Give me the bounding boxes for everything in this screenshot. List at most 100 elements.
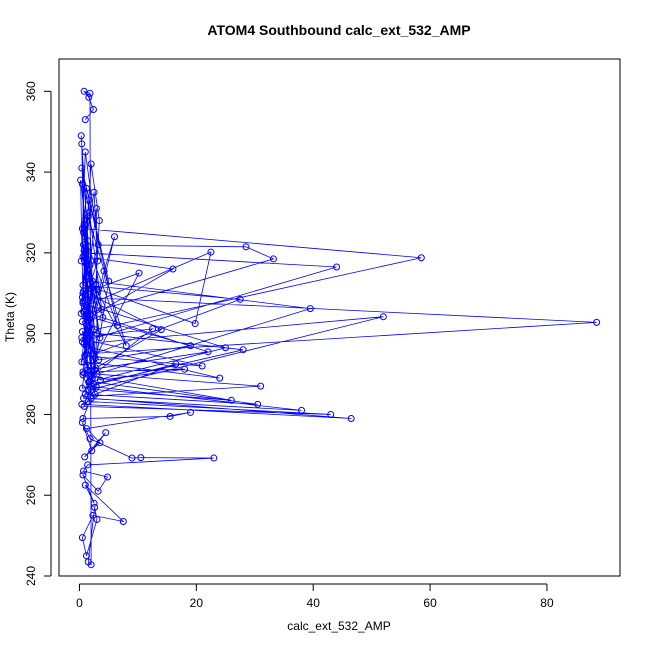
data-point xyxy=(83,265,91,273)
data-point xyxy=(128,454,136,462)
x-tick-label: 0 xyxy=(76,596,83,610)
data-point xyxy=(81,148,89,156)
data-point xyxy=(83,343,91,351)
data-point xyxy=(81,390,89,398)
data-point xyxy=(90,188,98,196)
data-point xyxy=(84,213,92,221)
data-point xyxy=(89,511,97,519)
data-point xyxy=(96,439,104,447)
data-point xyxy=(78,328,86,336)
data-point xyxy=(92,383,100,391)
data-point xyxy=(86,435,94,443)
data-point xyxy=(87,561,95,569)
data-point xyxy=(379,313,387,321)
data-point xyxy=(87,160,95,168)
data-point xyxy=(204,348,212,356)
data-point xyxy=(85,93,93,101)
data-point xyxy=(95,356,103,364)
data-point xyxy=(216,374,224,382)
data-point xyxy=(333,263,341,271)
data-point xyxy=(92,364,100,372)
data-point xyxy=(105,277,113,285)
data-point xyxy=(80,287,88,295)
data-point xyxy=(81,481,89,489)
data-point xyxy=(94,241,102,249)
data-point xyxy=(82,184,90,192)
y-tick-label: 280 xyxy=(24,404,38,424)
data-point xyxy=(92,204,100,212)
data-point xyxy=(84,346,92,354)
data-point xyxy=(135,269,143,277)
data-point xyxy=(186,408,194,416)
data-point xyxy=(78,384,86,392)
y-tick-label: 260 xyxy=(24,485,38,505)
data-point xyxy=(254,400,262,408)
data-point xyxy=(85,196,93,204)
data-point xyxy=(236,295,244,303)
data-point xyxy=(94,487,102,495)
data-point xyxy=(85,378,93,386)
data-point xyxy=(100,267,108,275)
data-point xyxy=(119,517,127,525)
data-point xyxy=(89,105,97,113)
data-point xyxy=(87,285,95,293)
data-point xyxy=(210,454,218,462)
data-point xyxy=(89,385,97,393)
data-point xyxy=(85,208,93,216)
series-line xyxy=(80,90,597,566)
data-point xyxy=(80,467,88,475)
data-point xyxy=(186,342,194,350)
x-tick-label: 80 xyxy=(540,596,554,610)
data-point xyxy=(78,164,86,172)
data-point xyxy=(81,253,89,261)
data-point xyxy=(98,305,106,313)
data-point xyxy=(99,314,107,321)
data-point xyxy=(92,281,100,289)
data-point xyxy=(77,257,85,265)
data-point xyxy=(242,243,250,251)
data-point xyxy=(78,419,86,427)
data-point xyxy=(90,499,98,507)
data-point xyxy=(102,429,110,437)
y-tick-label: 360 xyxy=(24,81,38,101)
data-point xyxy=(78,400,86,408)
x-tick-label: 60 xyxy=(423,596,437,610)
data-point xyxy=(306,305,314,313)
data-point xyxy=(96,376,104,384)
data-point xyxy=(593,318,601,326)
data-point xyxy=(94,257,102,265)
y-axis-label: Theta (K) xyxy=(3,292,17,342)
data-point xyxy=(82,425,90,433)
data-point xyxy=(80,221,88,229)
data-point xyxy=(82,336,90,344)
data-point xyxy=(78,338,86,346)
data-point xyxy=(90,350,98,358)
data-point xyxy=(113,322,121,330)
data-point xyxy=(347,414,355,422)
data-point xyxy=(169,265,177,273)
data-point xyxy=(93,515,101,523)
data-point xyxy=(137,454,145,462)
data-point xyxy=(78,358,86,366)
data-point xyxy=(80,241,88,249)
data-point xyxy=(82,552,90,560)
y-tick-label: 320 xyxy=(24,243,38,263)
data-point xyxy=(82,350,90,358)
data-point xyxy=(81,311,89,319)
data-point xyxy=(77,132,85,140)
data-point xyxy=(80,358,88,366)
data-point xyxy=(95,217,103,225)
data-point xyxy=(111,233,119,241)
data-point xyxy=(81,233,89,241)
data-point xyxy=(91,354,99,362)
series-layer xyxy=(77,87,601,569)
data-point xyxy=(89,293,97,301)
data-point xyxy=(104,473,111,481)
data-point xyxy=(239,346,247,354)
data-point xyxy=(81,369,89,377)
data-point xyxy=(417,254,425,262)
y-tick-label: 300 xyxy=(24,323,38,343)
plot-frame xyxy=(58,58,621,577)
x-tick-label: 40 xyxy=(307,596,321,610)
